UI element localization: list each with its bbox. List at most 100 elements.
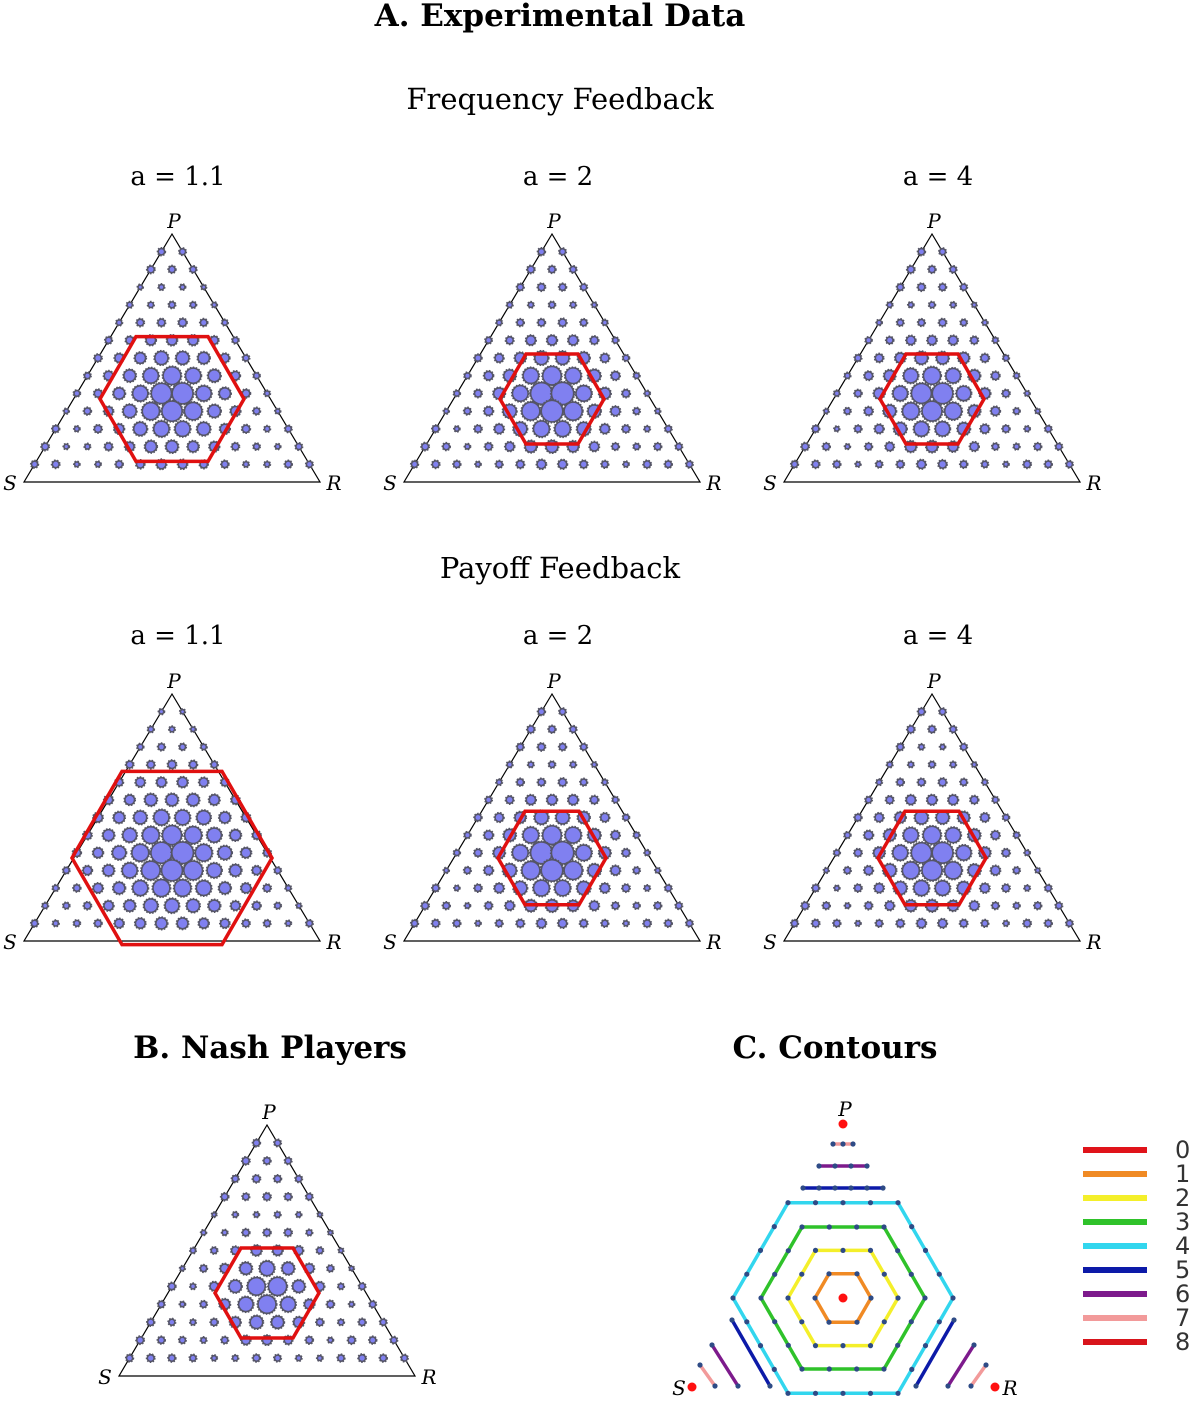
nash-bubble xyxy=(209,1246,219,1255)
frequency-0-bubble-fill xyxy=(307,462,312,467)
frequency-feedback-title: Frequency Feedback xyxy=(406,82,714,116)
frequency-0-bubble xyxy=(93,353,103,363)
contour-point xyxy=(800,1185,806,1191)
frequency-2-bubble xyxy=(938,247,948,257)
frequency-2-bubble-fill xyxy=(845,445,849,449)
payoff-2-bubble xyxy=(810,883,821,893)
payoff-1-bubble-fill xyxy=(581,920,587,927)
frequency-2-bubble xyxy=(916,317,927,328)
nash-bubble-fill xyxy=(327,1301,333,1307)
payoff-1-bubble-fill xyxy=(645,851,649,855)
frequency-1-bubble xyxy=(495,318,504,327)
frequency-2-bubble xyxy=(875,318,884,327)
payoff-2-bubble-fill xyxy=(866,903,872,909)
frequency-0-bubble-fill xyxy=(74,391,79,396)
contour-point xyxy=(895,1295,901,1301)
payoff-0-bubble xyxy=(228,828,243,843)
payoff-2-bubble-fill xyxy=(1014,833,1019,838)
frequency-2-bubble-fill xyxy=(907,336,915,344)
payoff-1-bubble-fill xyxy=(443,903,449,909)
frequency-2-bubble-fill xyxy=(992,407,999,415)
nash-bubble xyxy=(272,1174,283,1184)
frequency-0-bubble xyxy=(198,317,209,328)
contour-point xyxy=(729,1317,735,1323)
frequency-2-bubble xyxy=(947,334,960,347)
payoff-1-bubble-fill xyxy=(548,795,556,804)
nash-hexagon xyxy=(212,1246,322,1340)
frequency-0-bubble-fill xyxy=(175,422,190,436)
payoff-2-bubble xyxy=(948,724,958,734)
frequency-1-bubble-fill xyxy=(486,338,491,343)
frequency-1-bubble xyxy=(474,460,482,469)
frequency-0-bubble xyxy=(141,366,160,385)
frequency-0-bubble xyxy=(263,389,272,398)
contour-point xyxy=(854,1224,860,1230)
payoff-1-bubble-fill xyxy=(569,795,578,804)
payoff-0-bubble xyxy=(166,759,178,771)
payoff-1-bubble-fill xyxy=(497,780,501,784)
payoff-0-bubble xyxy=(140,859,162,882)
frequency-0-bubble-fill xyxy=(232,444,238,450)
frequency-0-bubble-fill xyxy=(84,408,90,414)
frequency-0-bubble-fill xyxy=(181,285,185,289)
payoff-1-bubble-fill xyxy=(612,831,619,839)
frequency-1-bubble xyxy=(521,366,541,386)
contour-center-point xyxy=(838,1293,848,1303)
frequency-2-bubble-fill xyxy=(940,249,945,254)
frequency-0-bubble-fill xyxy=(85,444,90,449)
frequency-1-bubble-fill xyxy=(454,461,460,467)
nash-bubble-fill xyxy=(281,1297,295,1311)
payoff-1-bubble xyxy=(495,778,504,787)
frequency-1-bubble-fill xyxy=(465,373,470,378)
payoff-0-bubble xyxy=(154,916,169,931)
payoff-1-bubble-fill xyxy=(581,779,587,785)
payoff-1-bubble xyxy=(520,859,542,881)
nash-bubble-fill xyxy=(243,1230,249,1236)
legend-label-5: 5 xyxy=(1175,1256,1191,1284)
nash-bubble xyxy=(188,1246,198,1255)
payoff-1-bubble xyxy=(505,760,514,769)
payoff-2-bubble xyxy=(1032,900,1043,911)
contour-corner-segment-right-level-6 xyxy=(946,1344,976,1387)
nash-bubble xyxy=(256,1293,278,1315)
payoff-2-bubble xyxy=(959,742,969,752)
payoff-2-bubble-fill xyxy=(855,885,861,891)
payoff-2-bubble-fill xyxy=(1004,921,1008,925)
frequency-2-bubble xyxy=(853,424,863,434)
payoff-0-bubble-fill xyxy=(74,885,80,891)
nash-bubble-fill xyxy=(180,1337,185,1343)
payoff-0-bubble xyxy=(207,793,221,807)
legend-label-2: 2 xyxy=(1175,1184,1191,1212)
payoff-0-bubble-fill xyxy=(264,921,270,926)
frequency-0-bubble xyxy=(195,420,212,437)
frequency-1-bubble-fill xyxy=(543,367,561,385)
frequency-2-bubble-fill xyxy=(904,369,918,383)
payoff-1-bubble-fill xyxy=(613,903,618,909)
payoff-0-bubble-fill xyxy=(242,884,250,892)
payoff-2-bubble xyxy=(927,760,937,769)
frequency-1-bubble xyxy=(452,424,461,433)
frequency-2-bubble xyxy=(873,352,885,364)
frequency-1-bubble xyxy=(463,442,472,451)
payoff-1-bubble xyxy=(493,811,505,824)
payoff-0-bubble-fill xyxy=(64,903,69,908)
payoff-1-bubble xyxy=(557,742,568,752)
frequency-2-bubble-fill xyxy=(919,249,924,255)
nash-bubble xyxy=(294,1210,303,1219)
frequency-1-bubble xyxy=(430,459,441,470)
frequency-simplex-1-vertex-p: P xyxy=(546,209,561,233)
frequency-0-bubble xyxy=(251,406,262,416)
contour-point xyxy=(767,1383,773,1389)
frequency-2-bubble-fill xyxy=(855,390,861,396)
payoff-1-bubble xyxy=(545,793,559,807)
nash-bubble-fill xyxy=(229,1281,241,1292)
payoff-2-bubble xyxy=(853,883,863,893)
contour-point xyxy=(840,1141,846,1147)
frequency-1-bubble-fill xyxy=(623,390,629,397)
payoff-0-bubble-fill xyxy=(219,883,230,893)
nash-bubble xyxy=(304,1335,315,1345)
contour-corner-segment-right-level-7 xyxy=(969,1363,988,1388)
frequency-1-bubble-fill xyxy=(529,303,533,307)
payoff-2-bubble-fill xyxy=(904,828,918,842)
nash-bubble xyxy=(156,1299,166,1309)
